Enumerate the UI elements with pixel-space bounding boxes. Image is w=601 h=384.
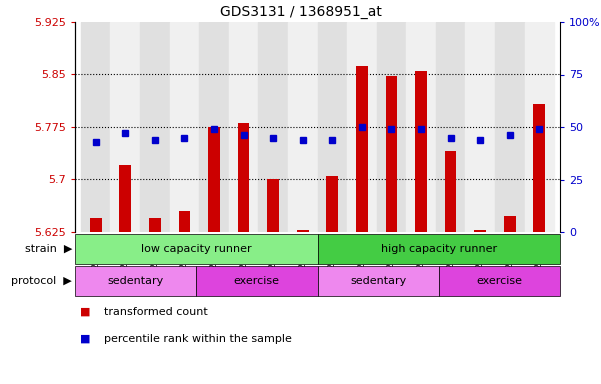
- Bar: [504, 216, 516, 232]
- Bar: [237, 124, 249, 232]
- Bar: [208, 127, 220, 232]
- Text: high capacity runner: high capacity runner: [380, 244, 497, 254]
- Text: low capacity runner: low capacity runner: [141, 244, 252, 254]
- Text: protocol  ▶: protocol ▶: [11, 276, 72, 286]
- Bar: [81, 22, 111, 232]
- Text: ■: ■: [80, 307, 91, 317]
- Bar: [439, 266, 560, 296]
- Bar: [445, 152, 457, 232]
- Text: transformed count: transformed count: [104, 307, 208, 317]
- Bar: [75, 234, 317, 264]
- Bar: [111, 22, 140, 232]
- Bar: [406, 22, 436, 232]
- Bar: [197, 266, 317, 296]
- Bar: [385, 76, 397, 232]
- Bar: [347, 22, 377, 232]
- Bar: [326, 176, 338, 232]
- Bar: [75, 266, 197, 296]
- Bar: [415, 71, 427, 232]
- Bar: [377, 22, 406, 232]
- Bar: [533, 104, 545, 232]
- Bar: [288, 22, 317, 232]
- Bar: [317, 22, 347, 232]
- Bar: [297, 230, 309, 232]
- Bar: [317, 234, 560, 264]
- Text: exercise: exercise: [234, 276, 280, 286]
- Bar: [149, 218, 160, 232]
- Text: sedentary: sedentary: [108, 276, 163, 286]
- Bar: [178, 211, 191, 232]
- Bar: [229, 22, 258, 232]
- Bar: [356, 66, 368, 232]
- Bar: [258, 22, 288, 232]
- Bar: [140, 22, 169, 232]
- Bar: [317, 266, 439, 296]
- Text: strain  ▶: strain ▶: [25, 244, 72, 254]
- Bar: [199, 22, 229, 232]
- Text: sedentary: sedentary: [350, 276, 406, 286]
- Text: GDS3131 / 1368951_at: GDS3131 / 1368951_at: [219, 5, 382, 19]
- Bar: [90, 218, 102, 232]
- Text: percentile rank within the sample: percentile rank within the sample: [104, 334, 292, 344]
- Text: ■: ■: [80, 334, 91, 344]
- Bar: [120, 166, 131, 232]
- Bar: [267, 179, 279, 232]
- Bar: [525, 22, 554, 232]
- Bar: [169, 22, 199, 232]
- Bar: [465, 22, 495, 232]
- Bar: [436, 22, 465, 232]
- Bar: [474, 230, 486, 232]
- Text: exercise: exercise: [477, 276, 522, 286]
- Bar: [495, 22, 525, 232]
